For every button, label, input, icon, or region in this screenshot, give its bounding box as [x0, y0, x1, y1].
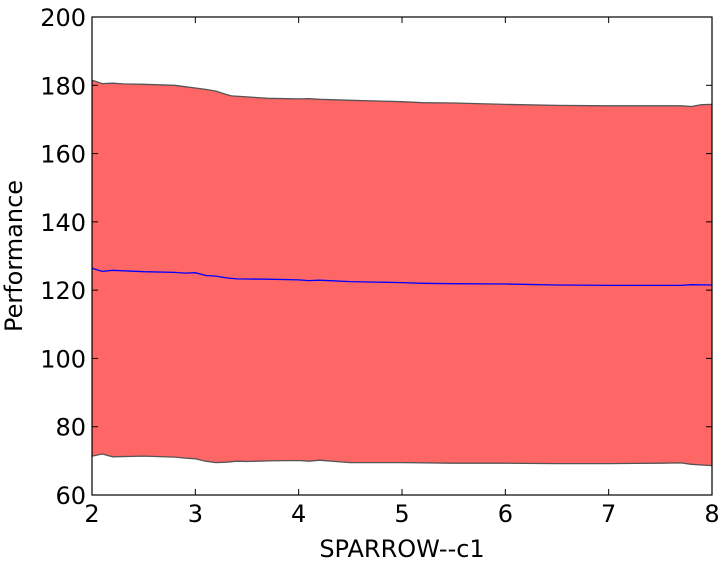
y-tick-label: 180	[40, 72, 86, 100]
x-tick-label: 7	[601, 500, 616, 528]
x-tick-label: 6	[498, 500, 513, 528]
y-tick-label: 100	[40, 345, 86, 373]
x-tick-label: 2	[84, 500, 99, 528]
plot-frame	[91, 16, 713, 496]
plot-area	[91, 79, 713, 467]
y-axis-label: Performance	[0, 180, 28, 332]
x-tick-label: 4	[291, 500, 306, 528]
y-axis: 60 80 100 120 140 160 180 200	[40, 4, 712, 510]
x-axis: 2 3 4 5 6 7 8	[84, 17, 720, 528]
std-band-area	[92, 80, 712, 466]
y-tick-label: 80	[55, 414, 86, 442]
lower-bound-line	[91, 453, 713, 467]
x-tick-label: 8	[704, 500, 719, 528]
upper-bound-line	[91, 79, 713, 108]
y-tick-label: 160	[40, 141, 86, 169]
y-tick-label: 120	[40, 277, 86, 305]
y-tick-label: 140	[40, 209, 86, 237]
mean-line	[91, 267, 713, 287]
x-tick-label: 5	[394, 500, 409, 528]
y-tick-label: 60	[55, 482, 86, 510]
y-tick-label: 200	[40, 4, 86, 32]
x-tick-label: 3	[188, 500, 203, 528]
x-axis-label: SPARROW--c1	[319, 535, 484, 563]
